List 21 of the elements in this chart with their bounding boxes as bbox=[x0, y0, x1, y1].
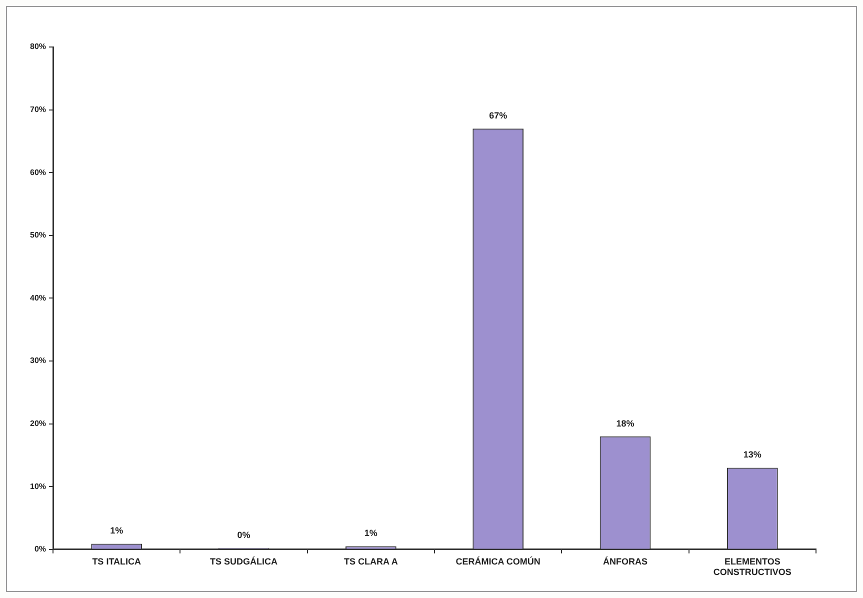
y-tick-label: 40% bbox=[30, 293, 46, 302]
y-tick-label: 70% bbox=[30, 105, 46, 114]
data-label: 0% bbox=[237, 530, 250, 540]
data-label: 13% bbox=[743, 450, 762, 460]
y-tick-label: 50% bbox=[30, 230, 46, 240]
y-tick-label: 20% bbox=[30, 419, 46, 428]
y-tick-label: 60% bbox=[30, 168, 46, 177]
data-label: 1% bbox=[110, 526, 124, 536]
x-tick-label: ÁNFORAS bbox=[603, 556, 648, 566]
y-tick-label: 10% bbox=[30, 482, 46, 491]
x-tick-label: CERÁMICA COMÚN bbox=[456, 556, 540, 566]
x-tick-label: TS SUDGÁLICA bbox=[210, 556, 278, 566]
y-tick-label: 30% bbox=[30, 356, 46, 366]
y-tick-label: 80% bbox=[30, 42, 46, 52]
x-tick-label: TS CLARA A bbox=[344, 556, 398, 566]
x-tick-label: ELEMENTOS CONSTRUCTIVOS bbox=[713, 556, 792, 578]
data-label: 18% bbox=[616, 418, 634, 428]
x-tick-label: TS ITALICA bbox=[92, 556, 142, 566]
data-label: 1% bbox=[364, 528, 378, 538]
y-tick-label: 0% bbox=[34, 544, 46, 554]
data-label: 67% bbox=[489, 110, 508, 121]
